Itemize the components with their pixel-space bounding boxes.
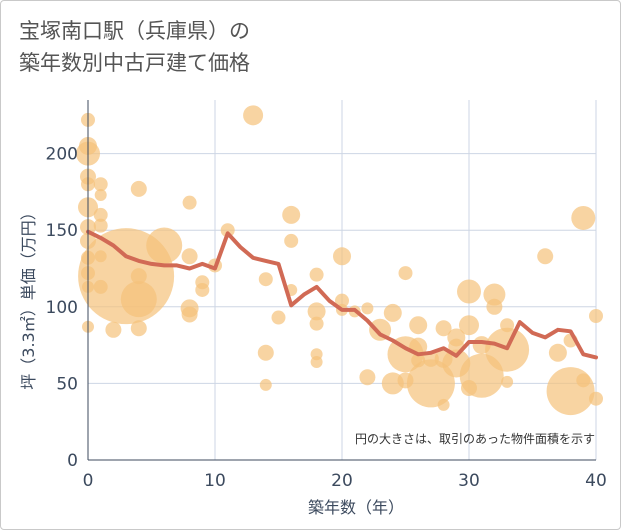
bubble bbox=[459, 315, 479, 336]
bubble bbox=[257, 344, 274, 361]
bubble bbox=[309, 267, 324, 282]
bubble bbox=[589, 391, 603, 406]
x-tick-label: 20 bbox=[331, 471, 353, 491]
bubble bbox=[310, 355, 323, 368]
bubble bbox=[94, 188, 107, 201]
bubble bbox=[576, 373, 591, 388]
chart-title-line-2: 築年数別中古戸建て価格 bbox=[19, 51, 250, 75]
y-tick-label: 150 bbox=[46, 221, 78, 241]
bubble bbox=[243, 105, 264, 126]
y-tick-label: 100 bbox=[46, 298, 78, 318]
chart-title-line-1: 宝塚南口駅（兵庫県）の bbox=[19, 19, 250, 43]
axes bbox=[87, 100, 596, 461]
x-tick-label: 40 bbox=[585, 471, 607, 491]
bubble bbox=[483, 283, 506, 306]
x-tick-label: 30 bbox=[458, 471, 480, 491]
bubble bbox=[333, 247, 351, 266]
trend-line bbox=[86, 229, 598, 360]
bubble bbox=[146, 227, 183, 264]
bubble bbox=[486, 298, 503, 315]
tick-labels: 0 10 20 30 40 0 50 100 150 200 bbox=[46, 145, 607, 491]
bubble bbox=[259, 378, 272, 391]
bubble bbox=[435, 320, 452, 337]
bubble bbox=[195, 282, 210, 297]
bubble bbox=[335, 293, 349, 308]
y-axis-title: 坪（3.3㎡）単価（万円） bbox=[19, 204, 38, 389]
bubble bbox=[130, 320, 147, 337]
bubble bbox=[383, 303, 402, 322]
bubble bbox=[93, 218, 108, 233]
y-tick-label: 200 bbox=[46, 145, 78, 165]
x-tick-label: 0 bbox=[83, 471, 94, 491]
bubble bbox=[359, 369, 376, 386]
bubble bbox=[589, 309, 603, 323]
bubble bbox=[181, 248, 198, 265]
bubble bbox=[537, 248, 554, 265]
bubble bbox=[181, 306, 198, 323]
bubble bbox=[409, 316, 428, 335]
bubble bbox=[271, 310, 286, 325]
y-tick-label: 50 bbox=[56, 374, 78, 394]
bubble bbox=[546, 367, 595, 416]
bubble bbox=[406, 359, 455, 408]
bubble bbox=[93, 177, 108, 192]
bubble bbox=[93, 207, 108, 222]
bubble bbox=[548, 343, 567, 362]
bubble bbox=[105, 321, 122, 338]
x-axis-title: 築年数（年） bbox=[308, 498, 404, 517]
bubble bbox=[130, 180, 147, 197]
bubble bbox=[120, 281, 157, 318]
x-tick-label: 10 bbox=[204, 471, 226, 491]
chart-title: 宝塚南口駅（兵庫県）の 築年数別中古戸建て価格 bbox=[19, 15, 250, 79]
bubble bbox=[220, 223, 235, 238]
bubble bbox=[284, 233, 299, 248]
y-tick-label: 0 bbox=[67, 451, 78, 471]
bubble bbox=[309, 316, 324, 331]
bubble bbox=[307, 302, 326, 321]
trend-line-group bbox=[86, 229, 598, 360]
bubble bbox=[361, 302, 374, 315]
bubble bbox=[282, 205, 301, 224]
bubble bbox=[571, 205, 596, 230]
bubble bbox=[130, 268, 147, 285]
bubble bbox=[437, 398, 450, 411]
bubble bbox=[501, 375, 514, 388]
bubbles bbox=[76, 105, 603, 416]
bubble bbox=[258, 272, 273, 287]
bubble bbox=[182, 195, 197, 210]
bubble bbox=[398, 266, 413, 281]
size-note: 円の大きさは、取引のあった物件面積を示す bbox=[355, 431, 595, 446]
bubble bbox=[457, 279, 481, 304]
